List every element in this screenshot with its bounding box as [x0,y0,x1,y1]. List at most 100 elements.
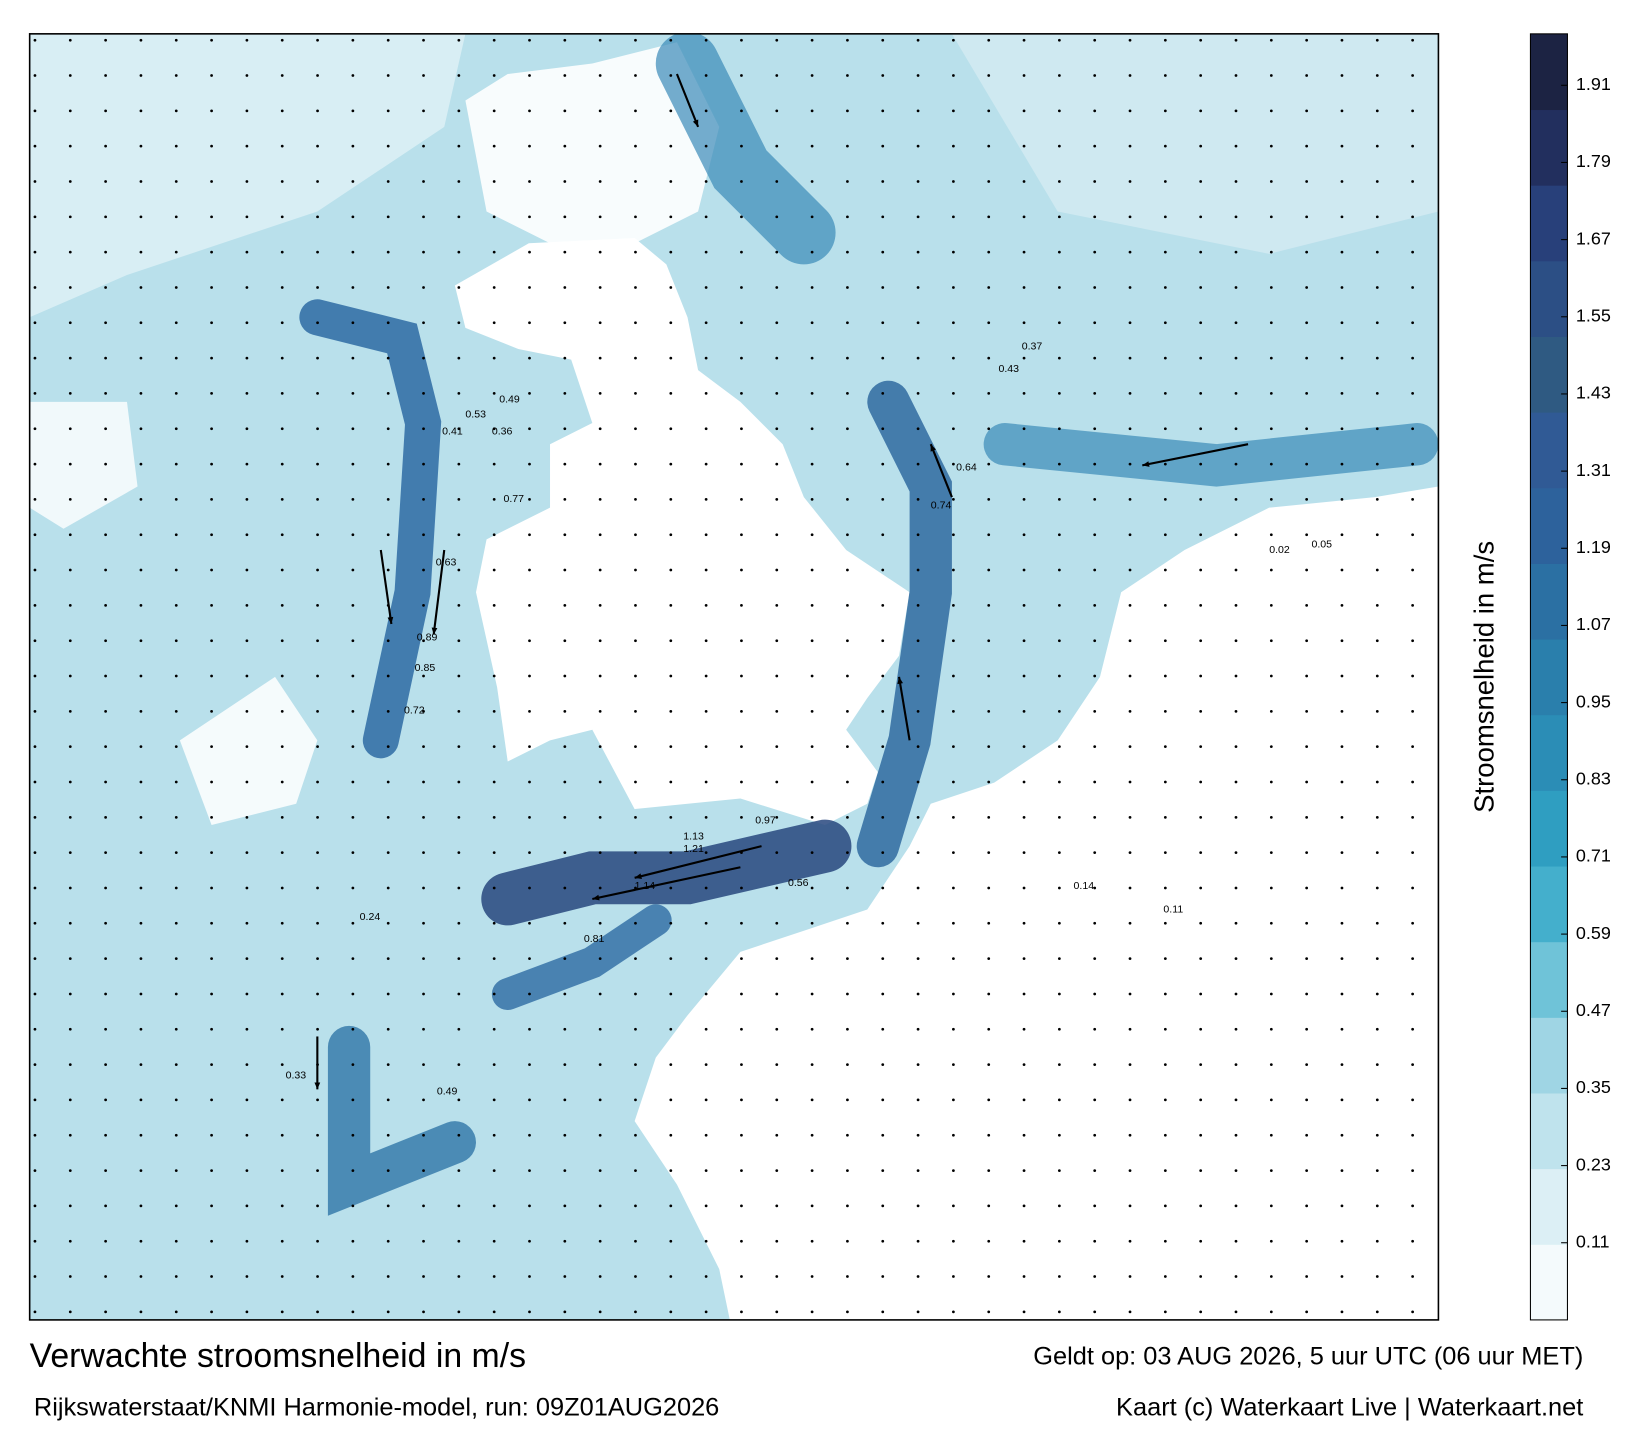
colorbar-band [1530,260,1568,337]
grid-dot [104,851,107,855]
grid-dot [386,1310,390,1314]
grid-dot [245,568,249,572]
grid-dot [457,921,461,925]
grid-dot [916,1310,920,1314]
grid-dot [1163,992,1167,996]
grid-dot [174,1133,178,1137]
grid-dot [422,992,425,996]
grid-dot [563,321,567,325]
grid-dot [598,462,602,466]
grid-dot [174,745,178,749]
grid-dot [386,674,390,678]
grid-dot [210,321,213,325]
grid-dot [846,745,849,749]
grid-dot [810,1169,814,1172]
grid-dot [1375,38,1379,42]
grid-dot [104,38,107,42]
grid-dot [1163,851,1167,855]
grid-dot [174,392,178,395]
grid-dot [598,1133,602,1137]
grid-dot [528,709,531,713]
grid-dot [1199,1133,1203,1137]
grid-dot [174,1169,178,1172]
grid-dot [386,180,390,183]
grid-dot [351,1169,355,1172]
grid-dot [563,815,567,819]
grid-dot [386,709,390,713]
valid-time: Geldt op: 03 AUG 2026, 5 uur UTC (06 uur… [1033,1343,1583,1371]
grid-dot [1022,1169,1026,1172]
grid-dot [68,1133,72,1137]
grid-dot [33,992,37,996]
grid-dot [245,1275,249,1278]
grid-dot [810,427,814,431]
grid-dot [669,1133,673,1137]
grid-dot [351,1027,355,1031]
grid-dot [1128,1027,1132,1031]
value-label: 0.81 [584,933,605,945]
grid-dot [704,639,708,643]
grid-dot [810,709,814,713]
grid-dot [386,1204,390,1208]
grid-dot [104,639,107,643]
grid-dot [1199,992,1203,996]
grid-dot [422,180,425,183]
grid-dot [1057,815,1061,819]
grid-dot [563,886,567,890]
grid-dot [1411,1098,1414,1102]
grid-dot [952,286,955,289]
grid-dot [810,215,814,219]
grid-dot [1199,886,1203,890]
grid-dot [457,180,461,183]
colorbar-band [1530,1017,1568,1094]
grid-dot [386,780,390,784]
grid-dot [386,356,390,360]
grid-dot [881,1098,885,1102]
grid-dot [492,180,496,183]
grid-dot [104,356,107,360]
grid-dot [634,1310,637,1314]
value-label: 0.56 [788,877,809,889]
grid-dot [245,1027,249,1031]
grid-dot [528,1275,531,1278]
grid-dot [987,815,991,819]
grid-dot [987,356,991,360]
grid-dot [174,1098,178,1102]
grid-dot [492,38,496,42]
grid-dot [528,745,531,749]
grid-dot [68,886,72,890]
grid-dot [1340,957,1344,961]
grid-dot [139,286,143,289]
grid-dot [740,815,743,819]
grid-dot [598,957,602,961]
grid-dot [1411,180,1414,183]
grid-dot [33,1027,37,1031]
grid-dot [351,427,355,431]
grid-dot [704,709,708,713]
grid-dot [280,1275,284,1278]
grid-dot [68,815,72,819]
grid-dot [775,286,779,289]
grid-dot [528,462,531,466]
grid-dot [174,215,178,219]
grid-dot [1022,38,1026,42]
grid-dot [139,1169,143,1172]
grid-dot [351,992,355,996]
grid-dot [528,286,531,289]
grid-dot [1340,109,1344,113]
grid-dot [1411,886,1414,890]
grid-dot [492,639,496,643]
grid-dot [457,780,461,784]
colorbar-band [1530,33,1568,111]
grid-dot [1269,1169,1273,1172]
grid-dot [598,250,602,254]
grid-dot [634,321,637,325]
grid-dot [846,957,849,961]
grid-dot [987,392,991,395]
grid-dot [1057,992,1061,996]
grid-dot [987,1133,991,1137]
grid-dot [598,180,602,183]
grid-dot [775,1063,779,1066]
grid-dot [492,1310,496,1314]
grid-dot [33,1169,37,1172]
